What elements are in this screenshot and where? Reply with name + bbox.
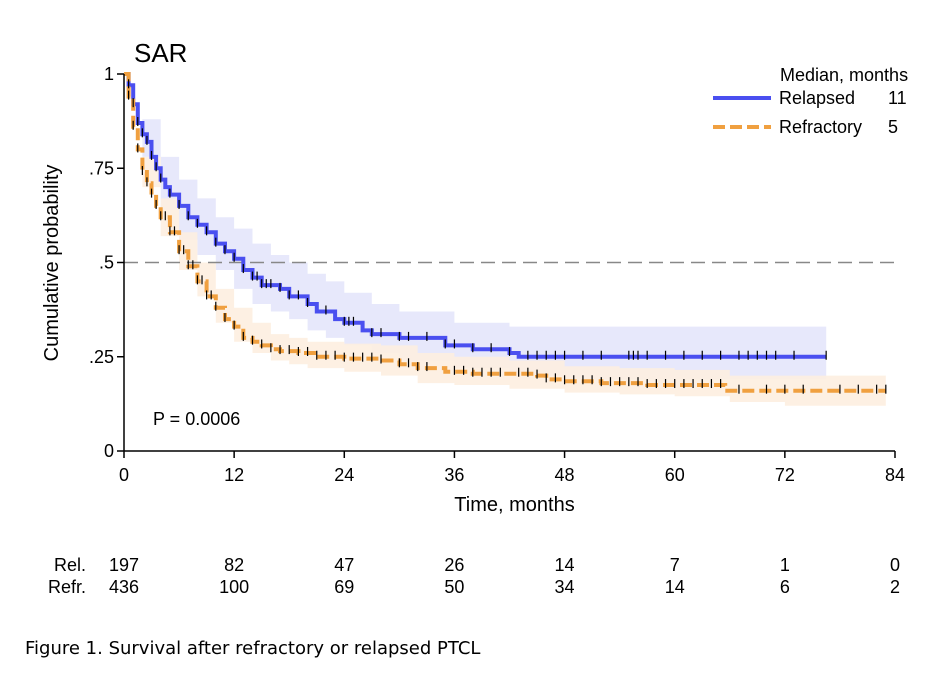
risk-count: 14 [665, 577, 685, 597]
risk-count: 7 [670, 555, 680, 575]
risk-count: 436 [109, 577, 139, 597]
risk-count: 47 [334, 555, 354, 575]
risk-count: 69 [334, 577, 354, 597]
risk-count: 34 [555, 577, 575, 597]
legend-median-relapsed: 11 [888, 88, 907, 108]
confidence-bands [124, 74, 886, 406]
legend: Median, months Relapsed 11 Refractory 5 [713, 65, 908, 137]
x-tick-label: 72 [775, 465, 795, 485]
risk-row-label: Rel. [54, 555, 86, 575]
axes: 0 12 24 36 48 60 72 84 0 .25 .5 .75 1 [89, 64, 905, 485]
y-axis-title: Cumulative probability [41, 165, 63, 362]
legend-title: Median, months [780, 65, 908, 85]
risk-count: 14 [555, 555, 575, 575]
y-tick-label: 0 [104, 441, 114, 461]
x-tick-label: 48 [555, 465, 575, 485]
legend-label-refractory: Refractory [779, 117, 862, 137]
y-tick-label: .75 [89, 158, 114, 178]
risk-count: 82 [224, 555, 244, 575]
x-tick-label: 12 [224, 465, 244, 485]
censor-marks [127, 79, 887, 394]
legend-label-relapsed: Relapsed [779, 88, 855, 108]
x-tick-label: 0 [119, 465, 129, 485]
x-tick-label: 84 [885, 465, 905, 485]
risk-count: 100 [219, 577, 249, 597]
x-tick-label: 36 [444, 465, 464, 485]
ci-band-relapsed [124, 74, 827, 380]
risk-count: 0 [890, 555, 900, 575]
chart-text: SAR Time, months Cumulative probability P =… [41, 38, 575, 516]
risk-count: 26 [444, 555, 464, 575]
figure-caption: Figure 1. Survival after refractory or r… [25, 638, 481, 659]
risk-row-label: Refr. [48, 577, 86, 597]
chart-title: SAR [134, 38, 187, 68]
risk-count: 2 [890, 577, 900, 597]
y-tick-label: .5 [99, 253, 114, 273]
x-tick-label: 24 [334, 465, 354, 485]
y-tick-label: .25 [89, 347, 114, 367]
risk-count: 6 [780, 577, 790, 597]
risk-count: 1 [780, 555, 790, 575]
y-tick-label: 1 [104, 64, 114, 84]
x-tick-label: 60 [665, 465, 685, 485]
x-axis-title: Time, months [454, 494, 574, 516]
risk-count: 50 [444, 577, 464, 597]
risk-count: 197 [109, 555, 139, 575]
legend-median-refractory: 5 [888, 117, 898, 137]
p-value-annotation: P = 0.0006 [153, 409, 240, 429]
